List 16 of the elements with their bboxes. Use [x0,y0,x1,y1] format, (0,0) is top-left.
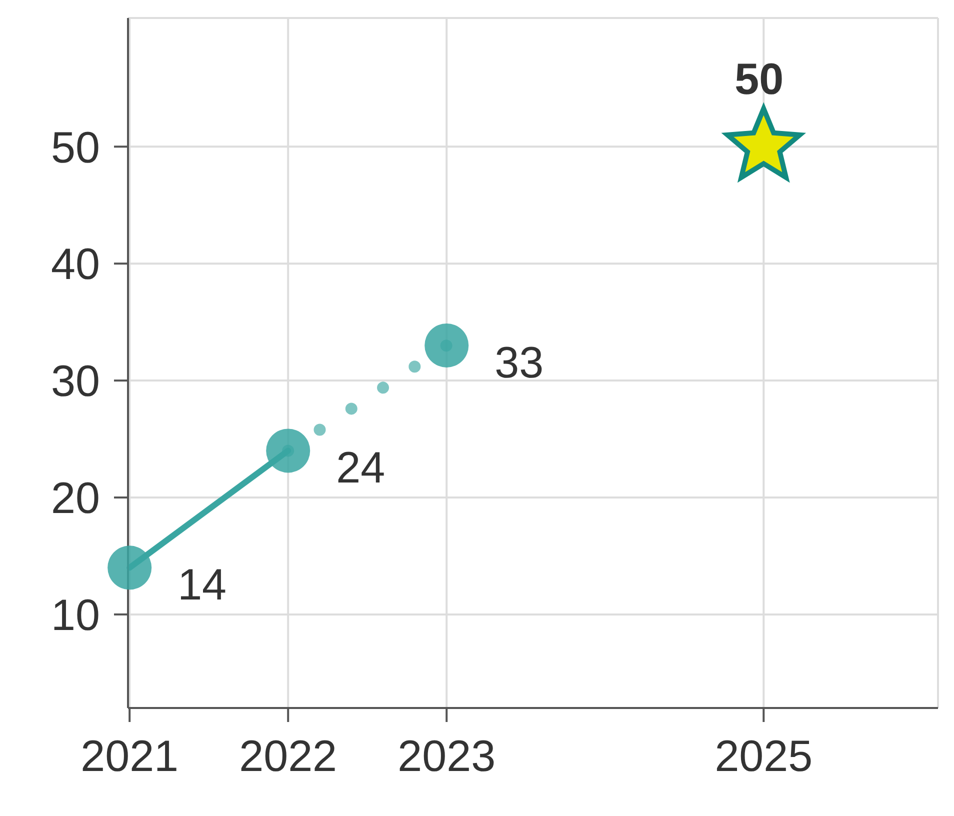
x-tick-label: 2021 [80,732,179,782]
x-tick-label: 2025 [714,732,813,782]
y-tick-label: 20 [51,474,100,524]
data-label: 50 [734,55,784,104]
data-label: 24 [336,444,386,493]
y-tick-label: 10 [51,591,100,640]
x-tick-label: 2023 [398,732,496,782]
y-tick-label: 50 [51,123,100,172]
y-tick-label: 30 [51,357,100,406]
point [266,428,310,473]
x-tick-label: 2022 [239,732,338,782]
data-label: 33 [494,338,544,388]
data-label: 14 [178,560,227,610]
point [424,323,469,368]
y-tick-label: 40 [51,240,100,290]
point [108,546,152,590]
